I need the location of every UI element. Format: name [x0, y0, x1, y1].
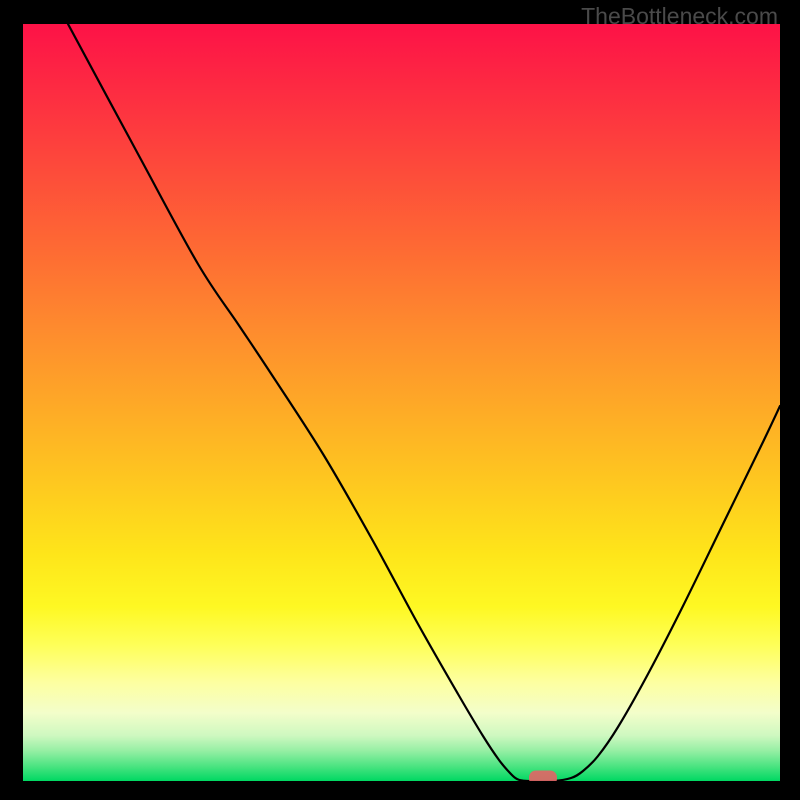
- bottleneck-curve: [23, 24, 780, 781]
- optimum-marker: [529, 771, 557, 782]
- plot-frame: [23, 24, 780, 781]
- watermark-text: TheBottleneck.com: [581, 3, 778, 30]
- plot-area: [23, 24, 780, 781]
